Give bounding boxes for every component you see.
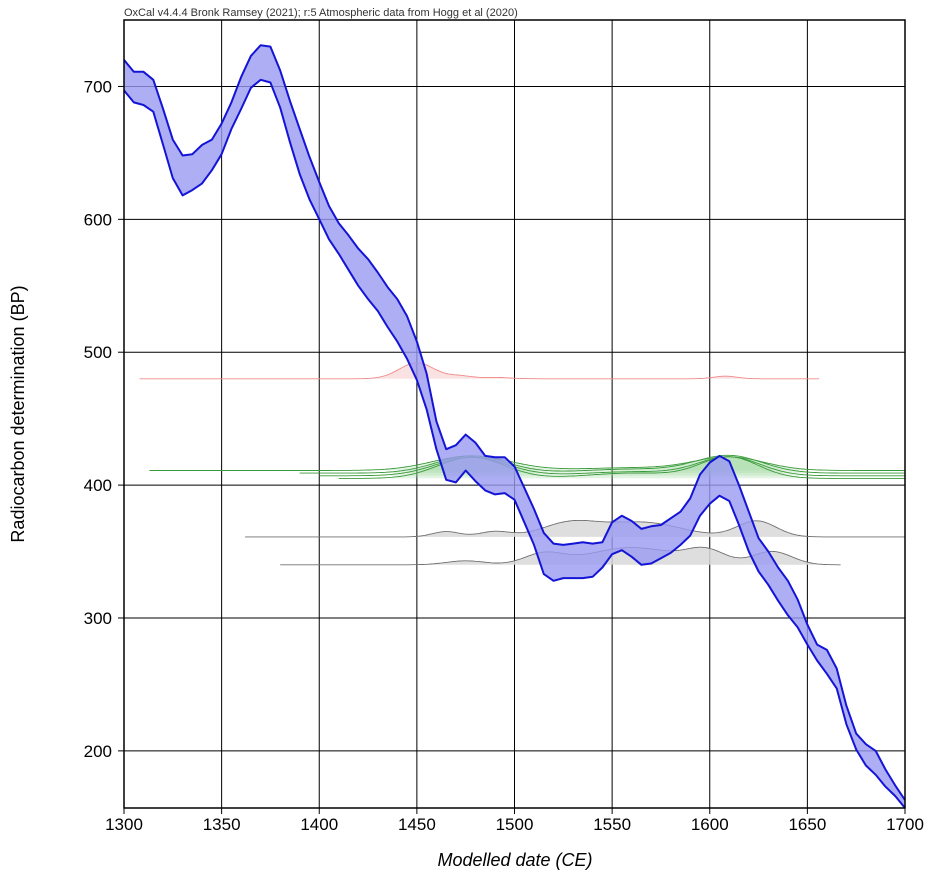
x-tick-label-1700: 1700 <box>886 815 924 834</box>
x-tick-label-1350: 1350 <box>203 815 241 834</box>
x-tick-label-1500: 1500 <box>496 815 534 834</box>
x-tick-label-1300: 1300 <box>105 815 143 834</box>
y-tick-label-300: 300 <box>84 609 112 628</box>
distribution-red-1 <box>139 362 820 380</box>
distribution-outline <box>149 455 905 471</box>
y-axis-label: Radiocarbon determination (BP) <box>8 285 28 542</box>
x-tick-label-1650: 1650 <box>788 815 826 834</box>
x-axis-ticks: 1300 1350 1400 1450 1500 1550 1600 1650 1700 <box>105 808 924 834</box>
x-tick-label-1400: 1400 <box>300 815 338 834</box>
calibration-upper-line <box>123 44 906 801</box>
y-tick-label-500: 500 <box>84 343 112 362</box>
distribution-outline <box>245 519 905 538</box>
probability-distributions <box>139 362 906 566</box>
calibration-curve <box>123 44 906 809</box>
distribution-outline <box>139 362 820 380</box>
y-axis-ticks: 200 300 400 500 600 700 <box>84 77 124 761</box>
grid-lines <box>124 20 905 808</box>
calibration-lower-line <box>123 78 906 809</box>
x-tick-label-1550: 1550 <box>593 815 631 834</box>
x-tick-label-1450: 1450 <box>398 815 436 834</box>
distribution-area <box>245 520 906 537</box>
chart-credit: OxCal v4.4.4 Bronk Ramsey (2021); r:5 At… <box>124 7 518 19</box>
y-tick-label-200: 200 <box>84 742 112 761</box>
x-axis-label: Modelled date (CE) <box>437 850 592 870</box>
y-tick-label-600: 600 <box>84 210 112 229</box>
y-tick-label-700: 700 <box>84 77 112 96</box>
distribution-outline <box>338 456 905 479</box>
x-tick-label-1600: 1600 <box>691 815 729 834</box>
distribution-outline <box>319 456 905 477</box>
y-tick-label-400: 400 <box>84 476 112 495</box>
distribution-outline <box>299 454 905 474</box>
distribution-gray-6 <box>245 519 906 538</box>
